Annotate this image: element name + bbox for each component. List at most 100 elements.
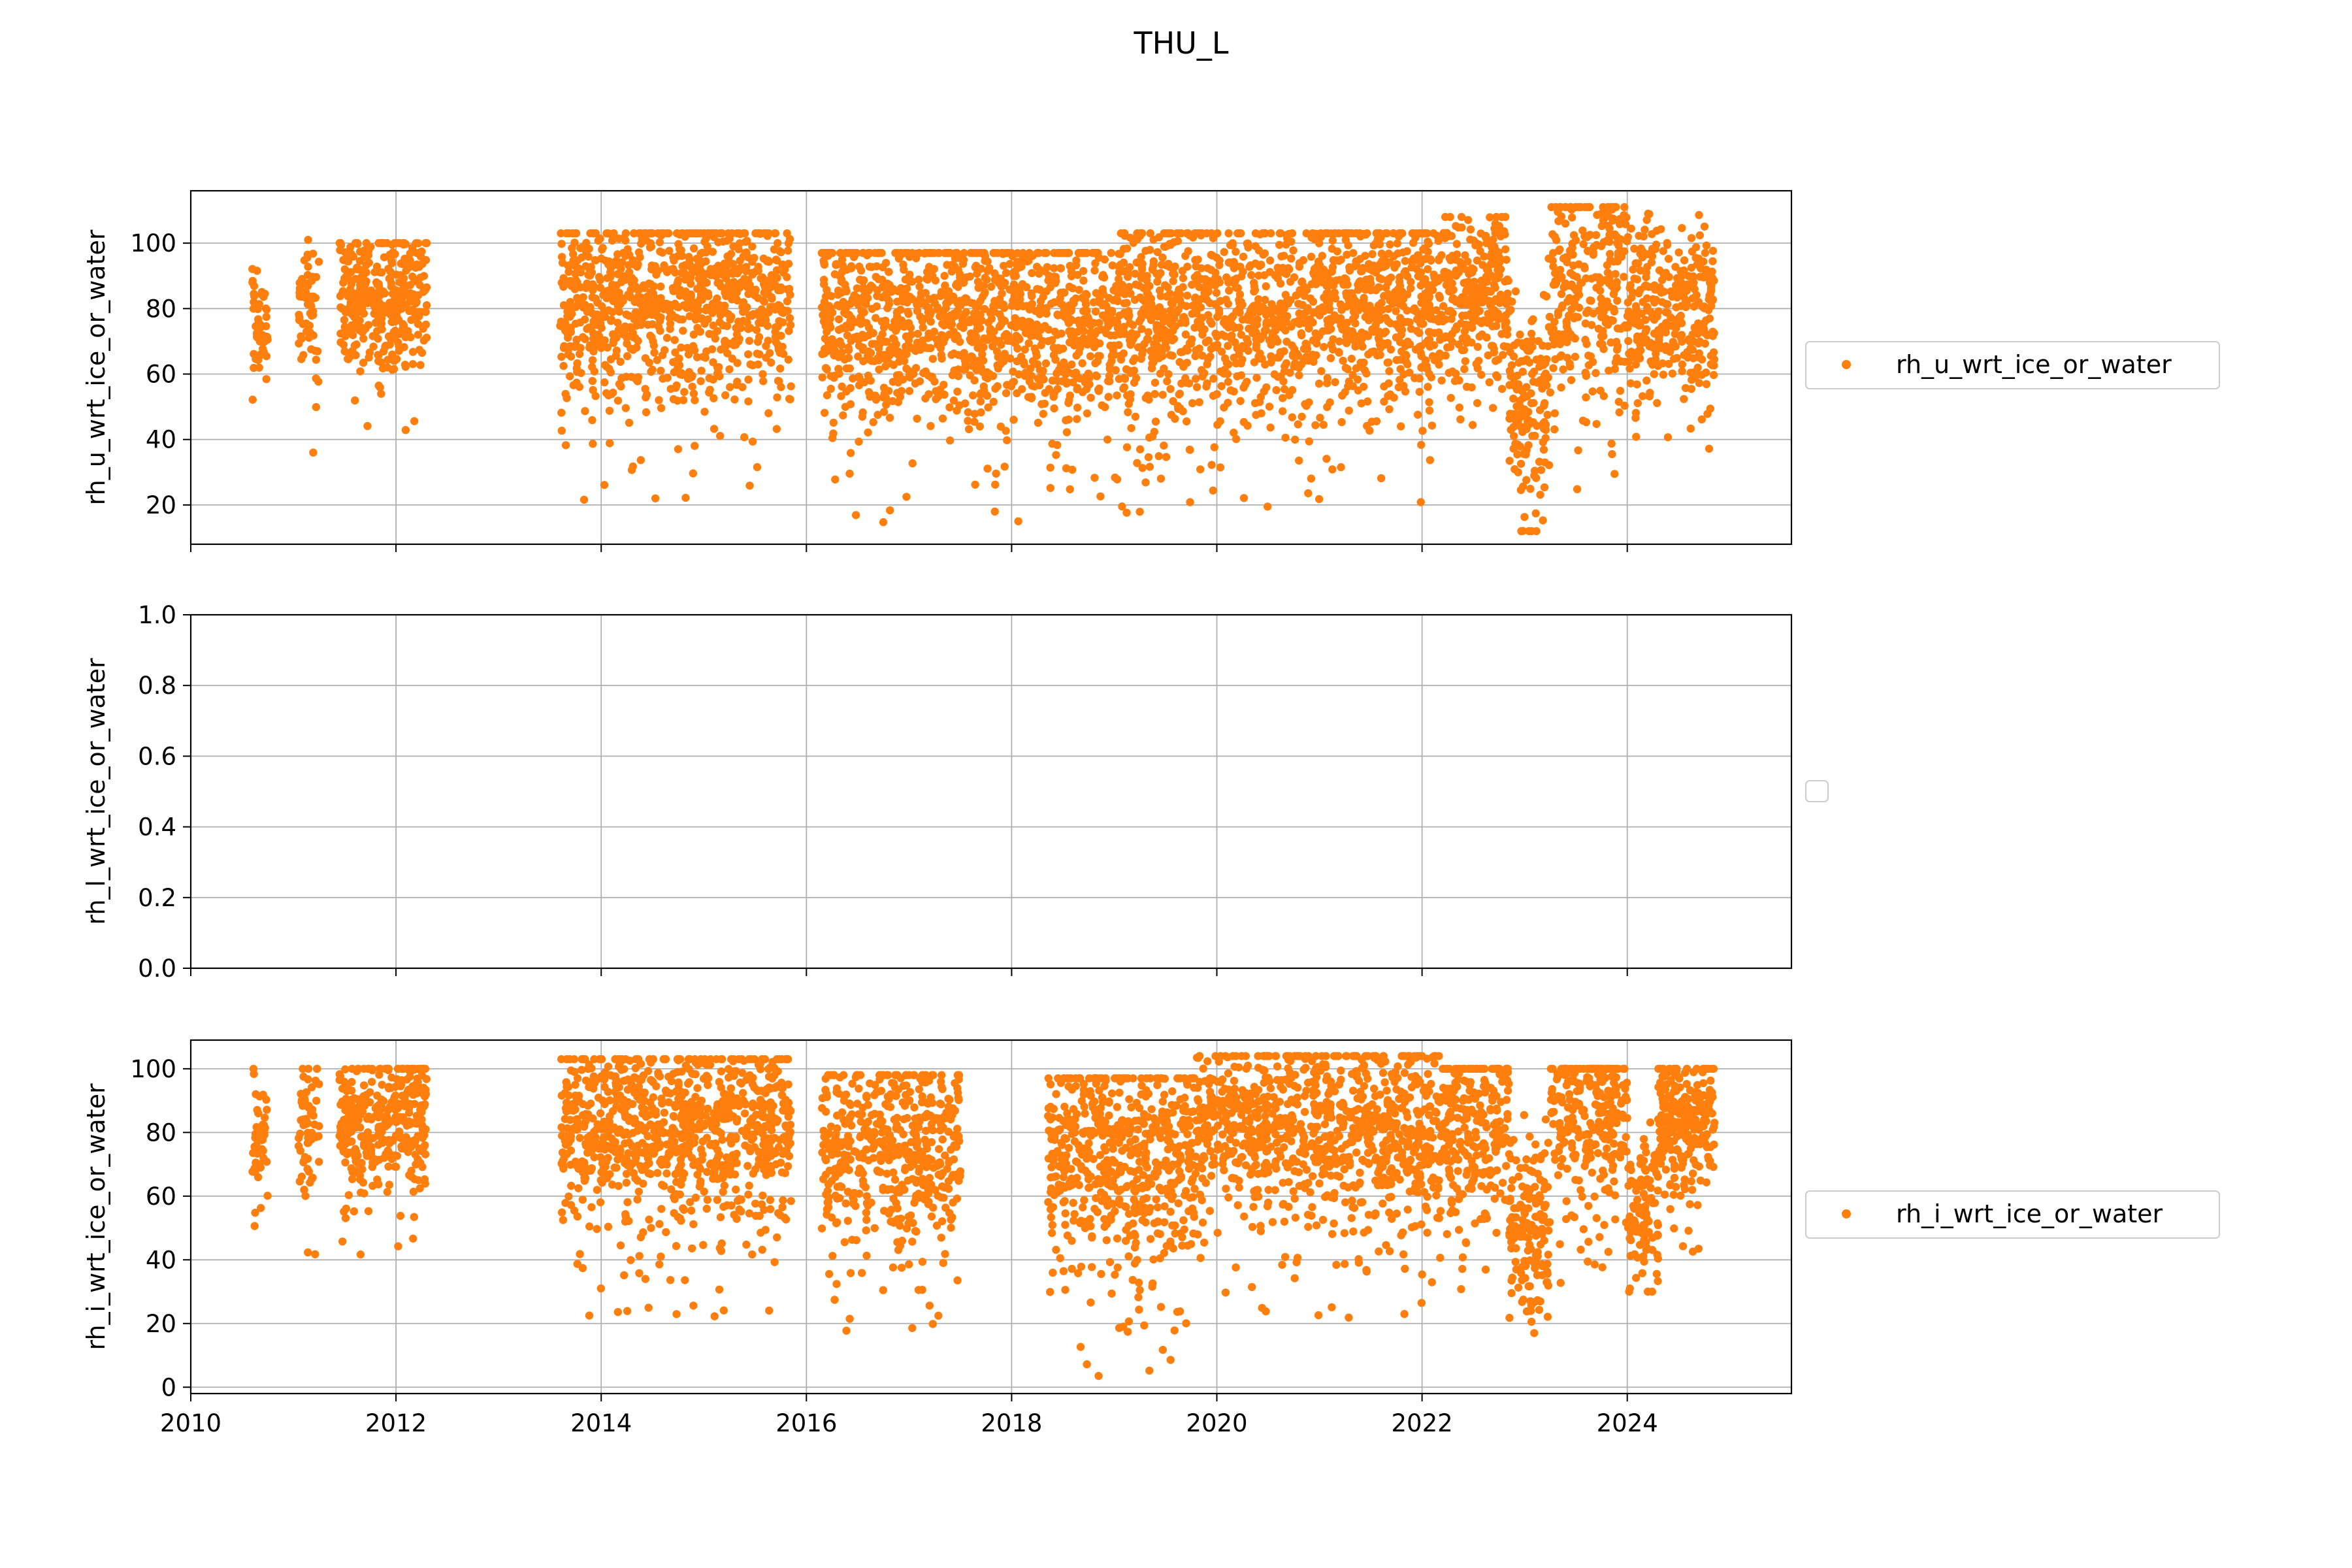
data-point [1065, 282, 1074, 291]
data-point [832, 260, 841, 269]
data-point [742, 238, 750, 246]
data-point [1402, 357, 1411, 366]
data-point [866, 393, 874, 401]
data-point [1062, 416, 1070, 425]
data-point [1501, 293, 1509, 302]
data-point [1026, 329, 1034, 338]
data-point [1599, 392, 1608, 400]
data-point [1224, 378, 1233, 386]
data-point [1415, 329, 1424, 337]
data-point [1439, 302, 1448, 310]
data-point [1181, 252, 1190, 260]
data-point [1612, 346, 1622, 354]
data-point [879, 518, 888, 527]
data-point [1257, 409, 1266, 417]
data-point [938, 354, 946, 363]
data-point [947, 320, 956, 329]
data-point [1435, 256, 1443, 265]
data-point [1509, 352, 1518, 361]
data-point [252, 322, 260, 331]
data-point [1002, 389, 1011, 397]
data-point [606, 317, 615, 325]
data-point [1701, 248, 1710, 257]
data-point [745, 336, 754, 345]
data-point [1297, 329, 1306, 338]
data-point [1196, 465, 1205, 474]
data-point [1306, 315, 1315, 323]
data-point [1477, 319, 1486, 327]
data-point [1620, 401, 1629, 410]
data-point [361, 324, 370, 333]
data-point [1680, 395, 1688, 403]
data-point [560, 342, 568, 350]
data-point [1687, 234, 1696, 242]
data-point [1323, 402, 1331, 412]
data-point [890, 335, 898, 344]
data-point [784, 259, 793, 268]
data-point [621, 276, 630, 284]
data-point [858, 331, 867, 339]
data-point [1053, 249, 1062, 257]
data-point [663, 374, 672, 382]
data-point [390, 357, 399, 365]
data-point [1177, 318, 1185, 327]
data-point [561, 389, 570, 399]
data-point [1642, 325, 1651, 333]
data-point [1407, 284, 1415, 293]
data-point [1547, 328, 1556, 336]
data-point [1558, 303, 1566, 312]
data-point [977, 249, 986, 257]
data-point [1132, 374, 1141, 382]
data-point [248, 278, 257, 287]
data-point [302, 319, 310, 328]
data-point [1073, 270, 1082, 279]
data-point [374, 280, 383, 288]
data-point [1182, 302, 1190, 310]
data-point [964, 425, 973, 434]
data-point [743, 318, 751, 327]
data-point [1347, 295, 1356, 304]
data-point [596, 340, 605, 348]
data-point [714, 363, 723, 372]
data-point [1392, 355, 1401, 365]
data-point [657, 367, 665, 375]
data-point [557, 318, 565, 326]
data-point [736, 323, 745, 333]
data-point [885, 346, 894, 354]
data-point [1491, 284, 1499, 292]
data-point [1348, 382, 1357, 391]
data-point [1607, 338, 1615, 347]
data-point [1524, 346, 1532, 355]
data-point [1635, 321, 1643, 330]
data-point [1288, 413, 1297, 421]
data-point [1613, 297, 1622, 305]
data-point [1141, 478, 1150, 487]
data-point [759, 254, 768, 263]
data-point [1645, 392, 1654, 400]
data-point [1574, 446, 1582, 455]
data-point [1395, 229, 1403, 238]
data-point [1505, 381, 1514, 389]
data-point [1326, 354, 1335, 363]
data-point [1175, 358, 1184, 367]
data-point [1368, 250, 1377, 259]
data-point [1582, 372, 1590, 380]
data-point [1708, 332, 1717, 340]
data-point [1163, 377, 1171, 385]
data-point [1708, 246, 1718, 255]
data-point [1260, 249, 1269, 257]
data-point [1144, 453, 1153, 461]
data-point [949, 310, 958, 318]
data-point [1633, 399, 1642, 408]
data-point [990, 249, 999, 257]
data-point [1661, 346, 1670, 354]
data-point [697, 367, 706, 375]
data-point [1093, 357, 1102, 366]
data-point [566, 298, 574, 306]
data-point [696, 327, 705, 336]
data-point [885, 387, 893, 395]
data-point [895, 374, 904, 383]
data-point [359, 335, 368, 343]
data-point [1153, 248, 1162, 257]
data-point [1540, 483, 1549, 492]
